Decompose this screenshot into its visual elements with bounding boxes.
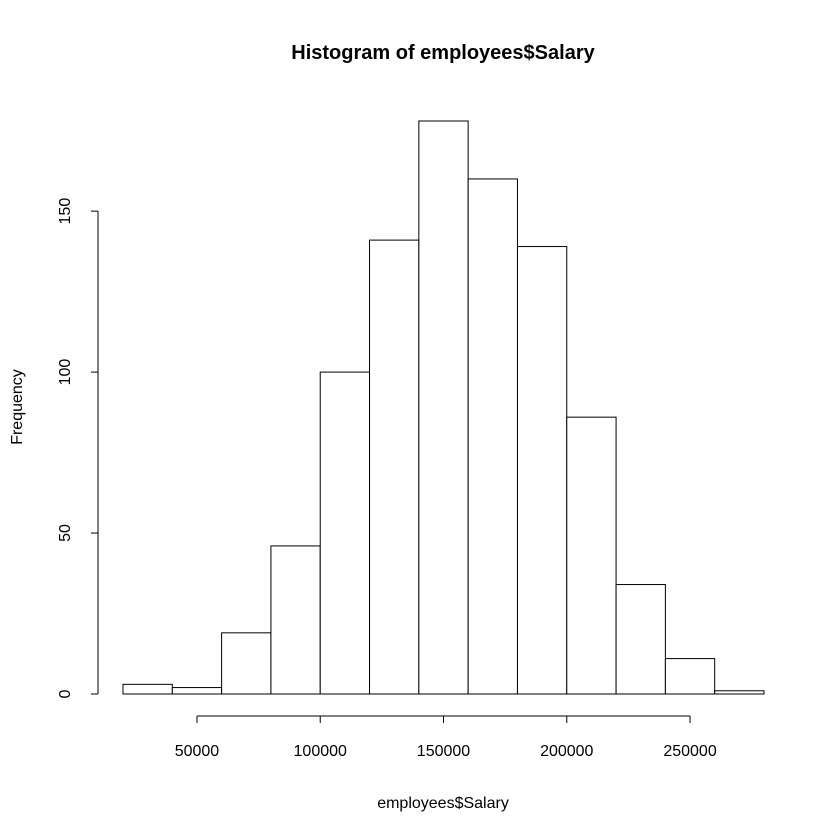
y-axis: 0 50 100 150 <box>57 198 99 698</box>
histogram-bar <box>418 120 469 695</box>
bars <box>122 120 765 695</box>
histogram-bar <box>270 545 321 695</box>
histogram-bar <box>122 683 173 695</box>
histogram-bar <box>714 690 765 695</box>
x-tick-label: 200000 <box>540 743 593 760</box>
x-tick-label: 100000 <box>294 743 347 760</box>
histogram-bar <box>319 371 371 695</box>
x-tick-label: 150000 <box>417 743 470 760</box>
histogram-bar <box>171 687 223 695</box>
histogram-bar <box>664 658 716 695</box>
histogram-bar <box>615 584 666 695</box>
histogram-bar <box>221 632 272 695</box>
x-axis-label: employees$Salary <box>377 795 509 812</box>
x-tick-label: 50000 <box>175 743 220 760</box>
histogram-bar <box>516 246 568 695</box>
y-tick-label: 150 <box>57 198 74 225</box>
x-tick-label: 250000 <box>663 743 716 760</box>
y-tick-label: 100 <box>57 359 74 386</box>
histogram-bar <box>566 416 617 695</box>
y-tick-label: 50 <box>57 524 74 542</box>
histogram-bar <box>369 239 420 695</box>
x-axis: 50000 100000 150000 200000 250000 <box>175 715 717 760</box>
y-axis-label: Frequency <box>9 369 26 445</box>
chart-title: Histogram of employees$Salary <box>291 42 595 64</box>
histogram-bar <box>467 178 518 695</box>
y-tick-label: 0 <box>57 689 74 698</box>
